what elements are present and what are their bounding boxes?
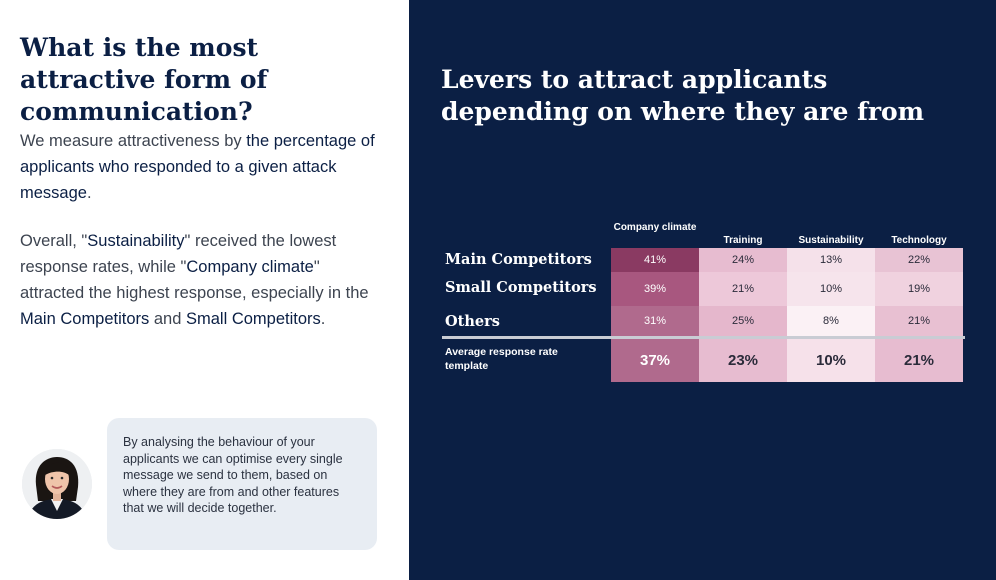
row-label-main-competitors: Main Competitors [445,251,592,268]
quote-bubble: By analysing the behaviour of your appli… [107,418,377,550]
average-cell: 23% [699,339,787,382]
table-cell: 19% [875,272,963,306]
quote-text: By analysing the behaviour of your appli… [123,435,343,515]
intro-text-c: . [86,184,92,202]
summary-text-i: . [320,310,326,328]
summary-paragraph: Overall, "Sustainability" received the l… [20,228,385,332]
table-cell: 8% [787,306,875,336]
table-cell: 24% [699,248,787,272]
average-cell: 21% [875,339,963,382]
person-avatar-icon [22,449,92,519]
summary-highlight-main-competitors: Main Competitors [20,310,150,328]
table-cell: 13% [787,248,875,272]
summary-text-g: and [149,310,186,328]
intro-paragraph: We measure attractiveness by the percent… [20,128,385,206]
table-cell: 39% [611,272,699,306]
column-header-sustainability: Sustainability [798,235,864,246]
table-cell: 10% [787,272,875,306]
table-cell: 22% [875,248,963,272]
column-header-technology: Technology [891,235,947,246]
summary-text-e: " attracted the highest response, especi… [20,258,369,302]
table-cell: 21% [875,306,963,336]
intro-text-a: We measure attractiveness by [20,132,247,150]
summary-highlight-company-climate: Company climate [186,258,314,276]
average-cell: 37% [611,339,699,382]
table-cell: 41% [611,248,699,272]
table-divider [442,336,965,339]
average-row-label: Average response rate template [445,346,558,372]
row-label-small-competitors: Small Competitors [445,279,597,296]
summary-text-a: Overall, " [20,232,88,250]
summary-highlight-sustainability: Sustainability [87,232,185,250]
right-panel: Levers to attract applicants depending o… [409,0,996,580]
left-panel: What is the most attractive form of comm… [0,0,409,580]
intro-highlight: the percentage of applicants who respond… [20,132,375,202]
left-title: What is the most attractive form of comm… [20,33,268,126]
average-cell: 10% [787,339,875,382]
row-label-others: Others [445,313,500,330]
column-header-company-climate: Company climate [613,222,697,233]
summary-text-c: " received the lowest response rates, wh… [20,232,337,276]
table-cell: 21% [699,272,787,306]
chart-title: Levers to attract applicants depending o… [441,65,925,126]
table-cell: 31% [611,306,699,336]
summary-highlight-small-competitors: Small Competitors [186,310,321,328]
column-header-training: Training [723,235,763,246]
table-cell: 25% [699,306,787,336]
